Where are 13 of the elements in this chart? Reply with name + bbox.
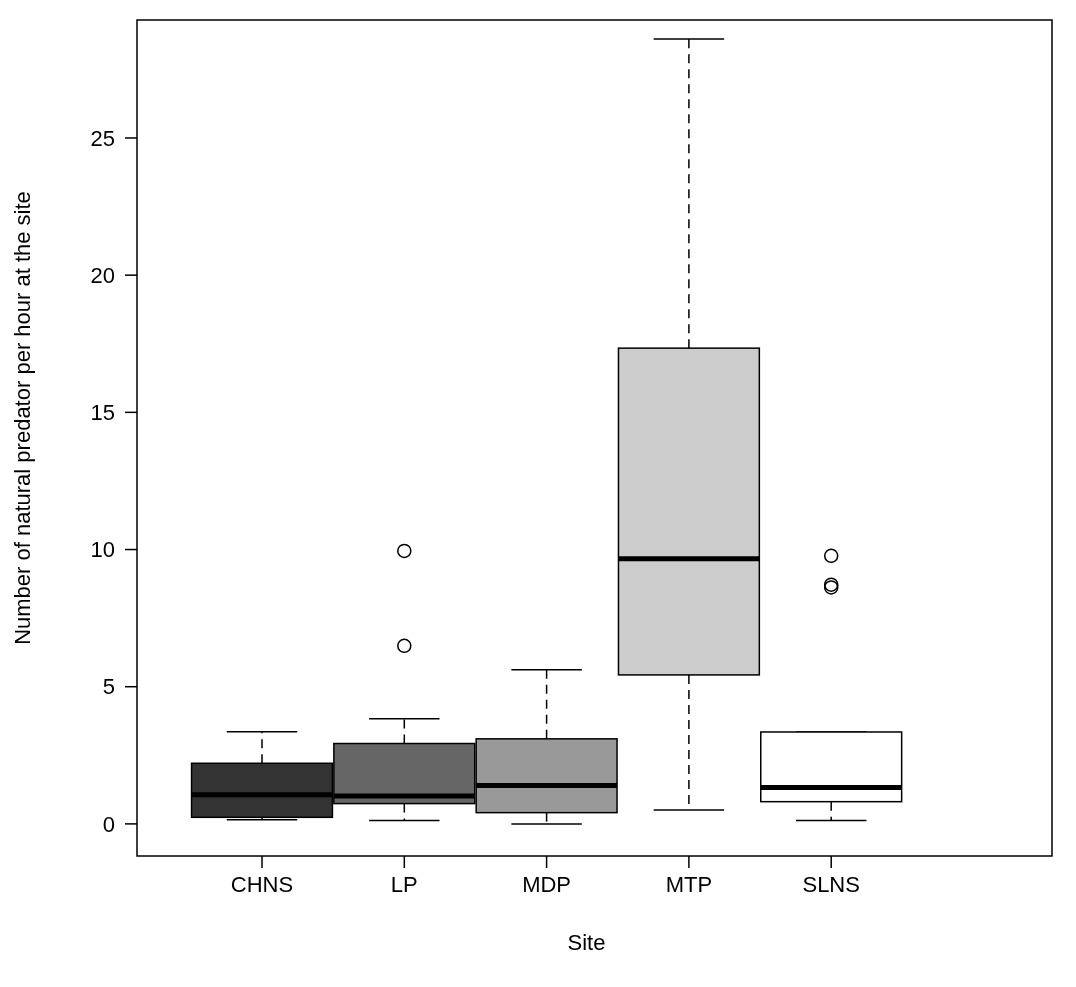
- y-tick-label: 20: [90, 262, 115, 288]
- x-axis-title: Site: [567, 930, 606, 955]
- y-axis-title: Number of natural predator per hour at the site: [10, 191, 35, 645]
- y-tick-label: 0: [102, 811, 115, 837]
- y-tick-label: 10: [90, 537, 115, 563]
- x-tick-label: CHNS: [230, 872, 294, 897]
- x-tick-label: MDP: [522, 872, 572, 897]
- y-tick-label: 25: [90, 125, 115, 151]
- y-tick-label: 5: [102, 674, 115, 700]
- y-tick-label: 15: [90, 400, 115, 426]
- x-tick-label: LP: [390, 872, 418, 897]
- x-tick-label: MTP: [665, 872, 713, 897]
- x-tick-label: SLNS: [802, 872, 860, 897]
